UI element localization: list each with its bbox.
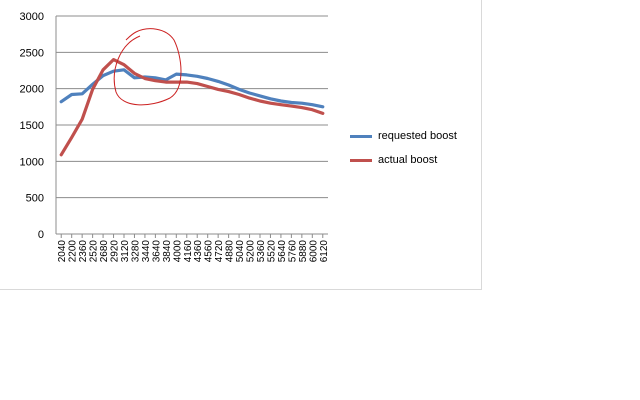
y-tick-label: 500 <box>26 193 44 205</box>
series-line-requested-boost <box>59 68 325 109</box>
legend-swatch <box>350 158 372 162</box>
y-tick-label: 1500 <box>20 120 44 132</box>
x-tick-label: 5520 <box>266 240 277 263</box>
x-tick-label: 4160 <box>183 240 194 263</box>
series-line-actual-boost <box>59 57 325 157</box>
x-tick-label: 4880 <box>225 240 236 263</box>
x-tick-label: 6000 <box>308 240 319 263</box>
x-tick-label: 2520 <box>89 240 100 263</box>
annotation-circle <box>113 28 182 106</box>
series-lines <box>59 57 325 157</box>
legend-label: requested boost <box>378 130 457 142</box>
legend-swatch <box>350 134 372 138</box>
x-tick-label: 5200 <box>246 240 257 263</box>
y-tick-label: 2000 <box>20 84 44 96</box>
legend-label: actual boost <box>378 154 438 166</box>
x-tick-label: 5360 <box>256 240 267 263</box>
x-tick-label: 3120 <box>120 240 131 263</box>
y-tick-label: 2500 <box>20 47 44 59</box>
x-tick-label: 5880 <box>298 240 309 263</box>
line-chart: 0 500 1000 1500 2000 2500 3000 2040 2200 2360 2520… <box>20 11 330 262</box>
x-tick-label: 5640 <box>277 240 288 263</box>
legend-item-actual-boost: actual boost <box>350 148 457 172</box>
x-tick-label: 2680 <box>99 240 110 263</box>
x-tick-label: 6120 <box>319 240 330 263</box>
gridlines <box>56 15 328 199</box>
y-tick-label: 0 <box>38 229 44 241</box>
x-tick-label: 2040 <box>57 240 68 263</box>
x-tick-label: 4360 <box>193 240 204 263</box>
chart-frame <box>0 0 482 290</box>
y-tick-label: 1000 <box>20 156 44 168</box>
x-tick-label: 5040 <box>235 240 246 263</box>
legend: requested boost actual boost <box>350 124 457 172</box>
annotation-circle-path <box>113 28 182 106</box>
x-tick-label: 2360 <box>78 240 89 263</box>
x-tick-label: 2920 <box>110 240 121 263</box>
x-tick-label: 3280 <box>130 240 141 263</box>
x-tick-label: 2200 <box>68 240 79 263</box>
x-tick-label: 4000 <box>172 240 183 263</box>
legend-item-requested-boost: requested boost <box>350 124 457 148</box>
x-tick-label: 3440 <box>141 240 152 263</box>
x-tick-label: 4560 <box>204 240 215 263</box>
x-tick-label: 5760 <box>287 240 298 263</box>
x-tick-label: 3840 <box>162 240 173 263</box>
y-tick-label: 3000 <box>20 11 44 23</box>
axes: 0 500 1000 1500 2000 2500 3000 2040 2200 2360 2520… <box>20 11 330 262</box>
x-tick-label: 3640 <box>151 240 162 263</box>
x-tick-label: 4720 <box>214 240 225 263</box>
